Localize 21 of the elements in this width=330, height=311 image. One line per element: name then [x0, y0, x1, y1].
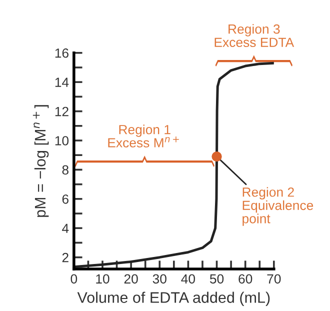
x-axis-title: Volume of EDTA added (mL)	[77, 292, 270, 306]
x-tick-label: 70	[267, 274, 281, 284]
x-tick-label: 20	[124, 274, 138, 284]
x-tick-label: 30	[152, 274, 166, 284]
annotation: Region 1 Excess M$^{n+}$	[108, 124, 179, 148]
y-axis-title: pM = −log [M$^{n+}$]	[32, 105, 49, 217]
x-tick-label: 50	[210, 274, 224, 284]
x-tick-label: 40	[181, 274, 196, 284]
y-tick-label: 2	[62, 252, 68, 262]
y-tick-label: 10	[55, 136, 69, 146]
y-tick-label: 6	[62, 194, 68, 204]
y-tick-label: 4	[62, 224, 69, 233]
x-tick-label: 10	[96, 274, 110, 284]
y-tick-label: 14	[55, 78, 69, 87]
y-tick-label: 16	[55, 48, 68, 58]
y-tick-label: 8	[62, 165, 68, 175]
x-tick-label: 0	[70, 274, 78, 284]
annotation: Region 2 Equivalence point	[242, 187, 314, 226]
y-tick-label: 12	[55, 106, 68, 116]
x-tick-label: 60	[238, 274, 252, 284]
text: Region 3 Excess EDTA	[214, 24, 294, 48]
